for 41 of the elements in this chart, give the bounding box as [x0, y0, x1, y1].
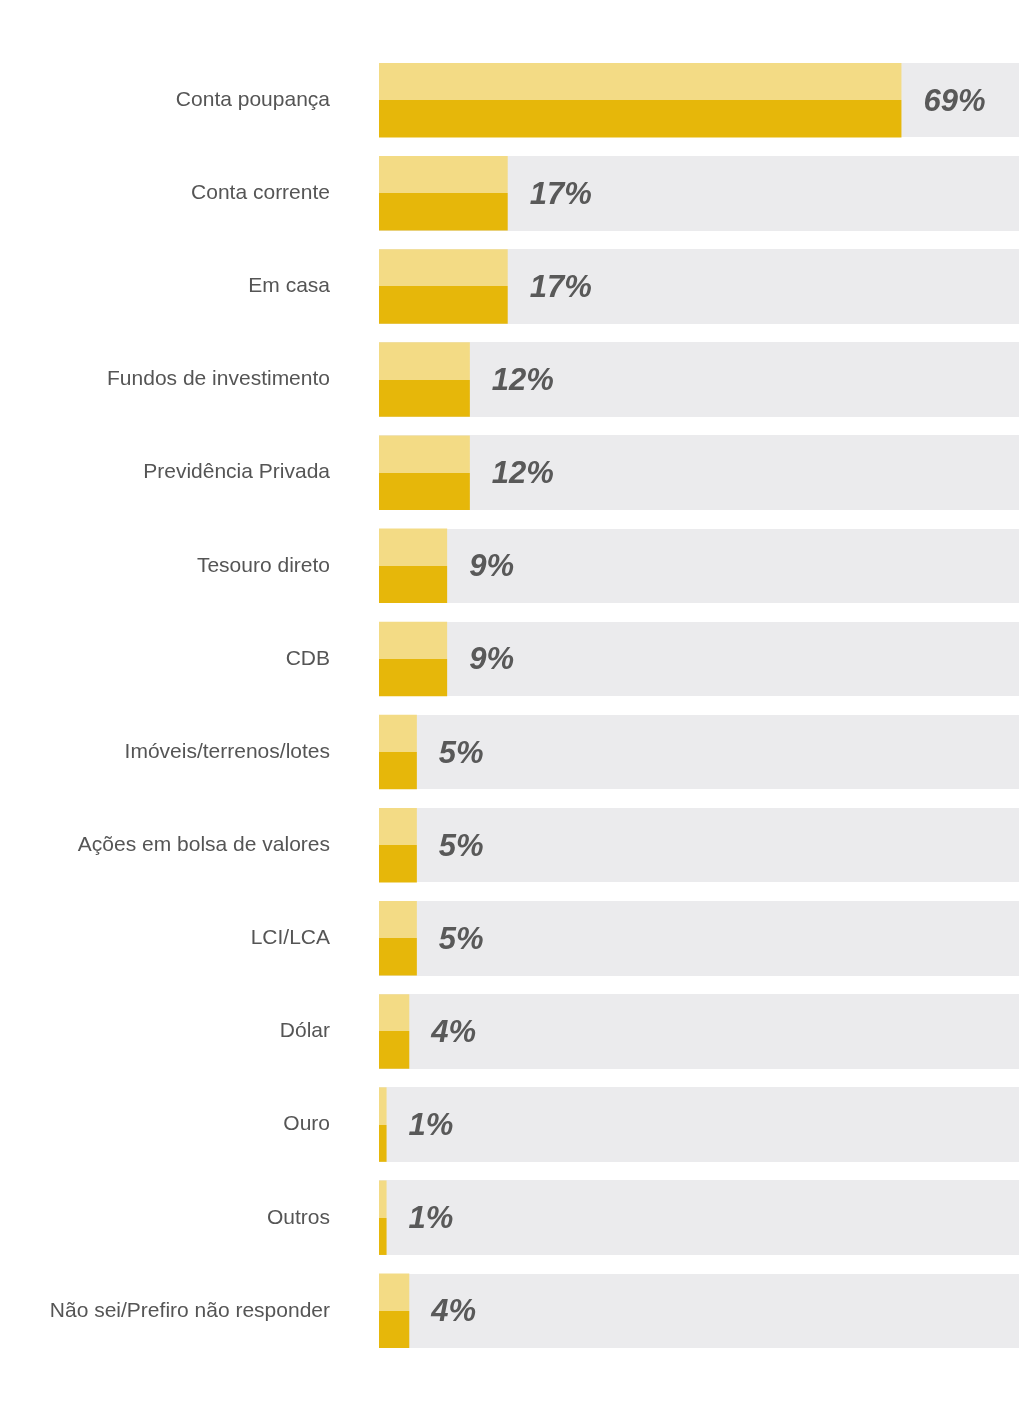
- y-tick-label: Ações em bolsa de valores: [77, 831, 330, 855]
- data-label: 17%: [529, 175, 592, 211]
- y-tick-label: Em casa: [248, 273, 331, 297]
- y-tick-label: Outros: [266, 1204, 330, 1228]
- bar: [379, 435, 470, 510]
- y-tick-label: Ouro: [283, 1111, 330, 1135]
- data-label: 1%: [408, 1200, 454, 1236]
- y-tick-label: Não sei/Prefiro não responder: [49, 1297, 330, 1321]
- bar: [379, 901, 417, 976]
- data-label: 4%: [430, 1293, 477, 1329]
- data-label: 9%: [469, 548, 514, 584]
- bar: [379, 714, 417, 790]
- y-tick-label: Dólar: [279, 1018, 330, 1042]
- data-label: 4%: [430, 1014, 477, 1049]
- y-tick-label: Previdência Privada: [143, 459, 331, 483]
- data-label: 12%: [491, 362, 554, 398]
- data-label: 12%: [491, 455, 554, 491]
- y-tick-label: CDB: [285, 645, 330, 669]
- bar: [379, 156, 508, 231]
- data-label: 1%: [408, 1107, 454, 1143]
- bar: [379, 249, 508, 324]
- bar: [379, 1180, 387, 1255]
- y-tick-label: Conta poupança: [175, 86, 331, 110]
- bar: [379, 528, 448, 604]
- data-label: 69%: [923, 82, 986, 118]
- bar: [379, 807, 417, 883]
- data-label: 9%: [469, 641, 514, 677]
- bar: [379, 1273, 410, 1349]
- data-label: 5%: [438, 827, 484, 863]
- y-tick-label: Fundos de investimento: [107, 366, 330, 390]
- y-tick-label: Conta corrente: [191, 180, 330, 204]
- bar: [379, 342, 470, 417]
- y-tick-label: Tesouro direto: [196, 552, 330, 576]
- bar: [379, 994, 410, 1069]
- data-label: 5%: [438, 920, 484, 956]
- data-label: 17%: [529, 268, 592, 304]
- y-tick-label: LCI/LCA: [250, 925, 330, 949]
- bar: [379, 1087, 387, 1162]
- y-tick-label: Imóveis/terrenos/lotes: [124, 738, 330, 762]
- bar: [379, 621, 448, 697]
- data-label: 5%: [438, 734, 484, 770]
